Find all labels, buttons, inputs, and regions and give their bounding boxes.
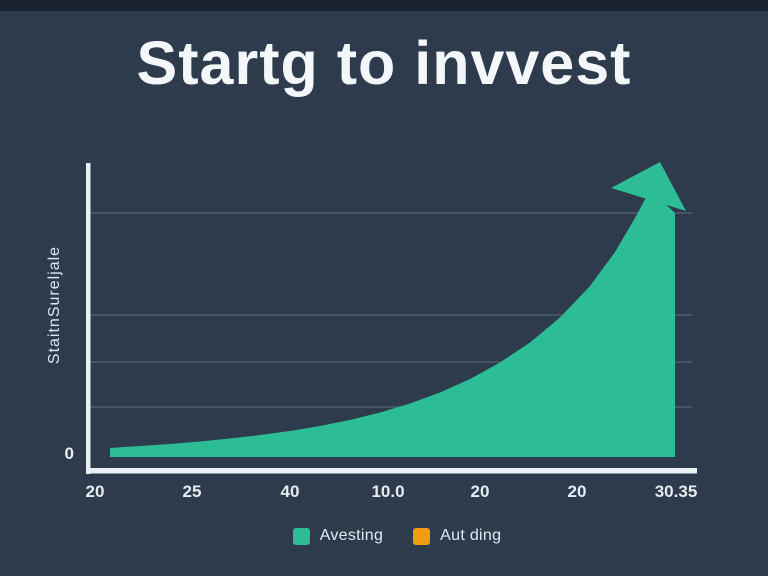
x-tick-label: 20	[470, 482, 490, 501]
x-tick-label: 40	[280, 482, 300, 501]
x-tick-label: 25	[182, 482, 202, 501]
x-tick-label: 20	[85, 482, 105, 501]
top-border-strip	[0, 0, 768, 11]
legend-label: Avesting	[319, 527, 384, 544]
legend-label: Aut ding	[440, 527, 502, 544]
x-tick-label: 10.0	[371, 482, 405, 501]
arrow-head-icon	[611, 162, 686, 211]
x-tick-label: 20	[567, 482, 587, 501]
growth-area-shape	[110, 190, 675, 457]
legend-swatch	[292, 527, 310, 545]
legend: Avesting Aut ding	[26, 527, 768, 545]
y-tick-zero: 0	[64, 444, 74, 463]
x-tick-label: 30.35	[654, 482, 698, 501]
legend-item: Aut ding	[413, 527, 501, 545]
y-axis-line	[86, 163, 91, 474]
x-tick-row: 20 25 40 10.0 20 20 30.35	[0, 482, 768, 508]
x-axis-line	[86, 468, 697, 474]
legend-item: Avesting	[292, 527, 384, 545]
page-title: Startg to invvest	[136, 29, 632, 97]
legend-swatch	[413, 527, 431, 545]
